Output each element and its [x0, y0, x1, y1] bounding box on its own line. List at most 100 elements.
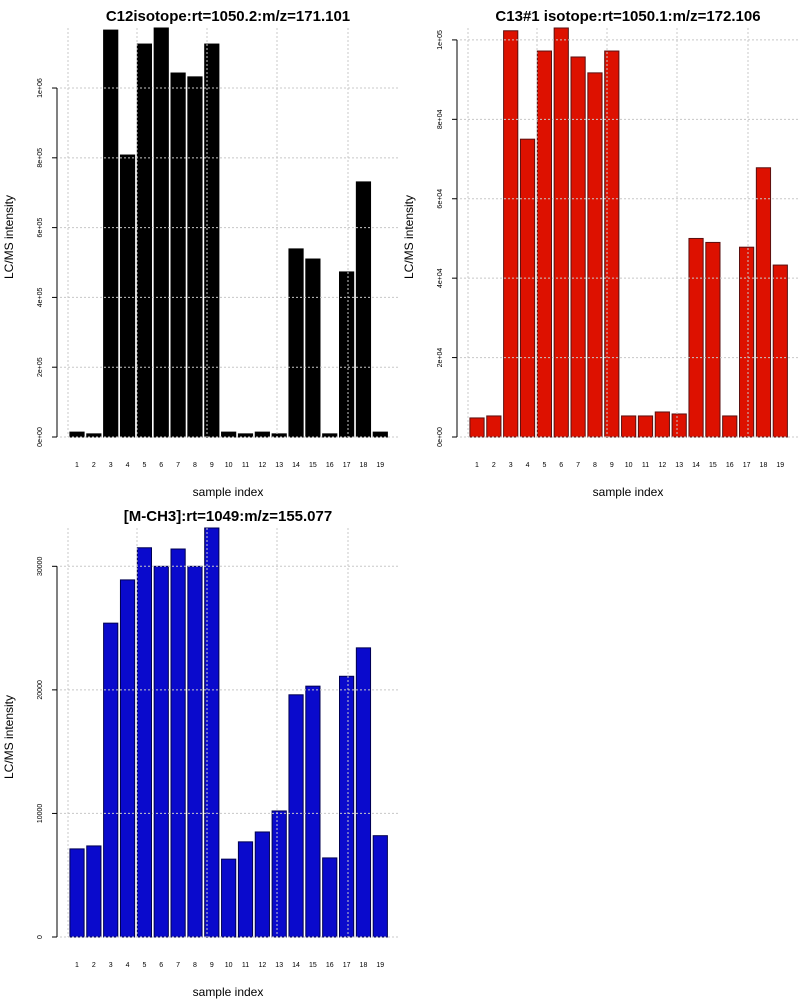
x-tick-label: 7: [576, 462, 580, 469]
x-tick-label: 15: [309, 962, 317, 969]
y-axis-label: LC/MS intensity: [2, 695, 16, 779]
bar-1: [469, 417, 485, 438]
bar-4: [519, 138, 536, 438]
x-tick-label: 11: [242, 962, 249, 969]
bar-9: [204, 43, 220, 438]
x-tick-label: 4: [126, 462, 130, 469]
x-tick-label: 6: [559, 462, 563, 469]
y-tick-label: 2e+04: [437, 348, 444, 368]
x-tick-label: 15: [709, 462, 717, 469]
bar-11: [637, 415, 654, 438]
y-tick-label: 1e+05: [437, 30, 444, 50]
bar-16: [322, 857, 338, 938]
x-tick-label: 18: [760, 462, 768, 469]
bar-5: [136, 43, 153, 438]
bar-19: [372, 835, 388, 938]
x-tick-label: 19: [376, 962, 384, 969]
bar-15: [305, 685, 321, 938]
chart-title: [M-CH3]:rt=1049:m/z=155.077: [124, 508, 332, 525]
chart-title: C12isotope:rt=1050.2:m/z=171.101: [106, 8, 350, 25]
x-tick-label: 13: [275, 962, 283, 969]
bar-4: [119, 154, 136, 438]
x-tick-label: 19: [776, 462, 784, 469]
y-tick-label: 8e+05: [37, 148, 44, 168]
x-tick-label: 1: [75, 962, 79, 969]
x-tick-label: 14: [692, 462, 700, 469]
x-tick-label: 17: [343, 962, 351, 969]
x-tick-label: 8: [193, 962, 197, 969]
x-axis-label: sample index: [193, 485, 264, 499]
x-tick-label: 3: [109, 962, 113, 969]
y-tick-label: 4e+05: [37, 287, 44, 307]
x-tick-label: 13: [275, 462, 283, 469]
x-tick-label: 17: [343, 462, 351, 469]
x-tick-label: 2: [92, 462, 96, 469]
bar-10: [621, 415, 637, 438]
x-axis-label: sample index: [593, 485, 664, 499]
x-tick-label: 12: [258, 462, 266, 469]
bar-4: [119, 579, 136, 938]
bar-13: [671, 413, 687, 438]
bar-11: [237, 841, 254, 938]
bar-10: [221, 431, 237, 438]
x-tick-label: 16: [326, 462, 334, 469]
bar-18: [755, 167, 772, 438]
bar-5: [136, 547, 153, 938]
x-tick-label: 11: [642, 462, 649, 469]
y-tick-label: 0e+00: [437, 427, 444, 447]
x-tick-label: 18: [360, 462, 368, 469]
bar-2: [86, 845, 102, 938]
x-tick-label: 4: [126, 962, 130, 969]
x-tick-label: 8: [193, 462, 197, 469]
x-tick-label: 10: [225, 962, 233, 969]
bar-15: [305, 258, 321, 438]
x-tick-label: 12: [658, 462, 666, 469]
bar-18: [355, 181, 372, 438]
x-axis-label: sample index: [193, 985, 264, 999]
bar-13: [271, 433, 287, 438]
x-tick-label: 10: [225, 462, 233, 469]
y-tick-label: 0: [37, 935, 44, 939]
y-tick-label: 8e+04: [437, 109, 444, 129]
bar-17: [339, 271, 355, 438]
bar-7: [570, 56, 586, 438]
chart-title: C13#1 isotope:rt=1050.1:m/z=172.106: [495, 8, 760, 25]
x-tick-label: 16: [726, 462, 734, 469]
bar-9: [604, 50, 620, 438]
y-tick-label: 6e+05: [37, 218, 44, 238]
y-tick-label: 10000: [37, 804, 44, 824]
y-tick-label: 1e+06: [37, 78, 44, 98]
bar-14: [288, 248, 304, 438]
x-tick-label: 12: [258, 962, 266, 969]
x-tick-label: 2: [492, 462, 496, 469]
bar-2: [486, 415, 502, 438]
y-tick-label: 0e+00: [37, 427, 44, 447]
y-tick-label: 6e+04: [437, 189, 444, 209]
x-tick-label: 13: [675, 462, 683, 469]
x-tick-label: 16: [326, 962, 334, 969]
bar-10: [221, 858, 237, 938]
x-tick-label: 7: [176, 962, 180, 969]
bar-12: [254, 431, 270, 438]
x-tick-label: 2: [92, 962, 96, 969]
bar-15: [705, 241, 721, 438]
x-tick-label: 19: [376, 462, 384, 469]
bar-14: [288, 694, 304, 938]
x-tick-label: 18: [360, 962, 368, 969]
bar-14: [688, 237, 704, 438]
y-tick-label: 20000: [37, 680, 44, 700]
bar-8: [187, 76, 203, 438]
bar-3: [103, 622, 119, 938]
bar-8: [587, 72, 603, 438]
y-axis-label: LC/MS intensity: [402, 195, 416, 279]
x-tick-label: 3: [109, 462, 113, 469]
bar-3: [503, 30, 519, 438]
bar-19: [372, 431, 388, 438]
bar-7: [170, 72, 186, 438]
bar-3: [103, 29, 119, 438]
bar-6: [553, 27, 569, 438]
x-tick-label: 3: [509, 462, 513, 469]
